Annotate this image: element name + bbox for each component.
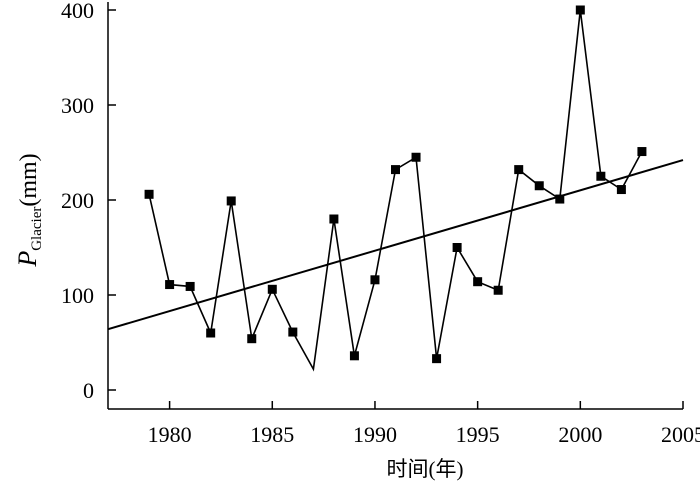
y-tick-label: 400: [61, 0, 94, 23]
data-point: [534, 181, 544, 191]
data-point: [411, 152, 421, 162]
y-tick-label: 100: [61, 283, 94, 308]
x-tick-label: 2005: [661, 422, 700, 447]
x-axis-label: 时间(年): [387, 457, 464, 481]
data-point: [144, 189, 154, 199]
data-point: [514, 165, 524, 175]
series-line: [148, 9, 643, 372]
trend-line: [107, 159, 684, 331]
data-point: [185, 281, 195, 291]
data-point: [226, 196, 236, 206]
axes: [107, 2, 684, 410]
trend-line-group: [107, 159, 684, 331]
data-point: [616, 185, 626, 195]
x-tick-label: 1985: [250, 422, 294, 447]
y-axis-label-main: P: [13, 251, 42, 268]
data-point: [452, 243, 462, 252]
data-point: [288, 327, 298, 337]
x-tick-label: 2000: [558, 422, 602, 447]
y-tick-label: 200: [61, 188, 94, 213]
data-point: [637, 147, 647, 157]
y-tick-label: 300: [61, 93, 94, 118]
y-axis-label-subscript: Glacier: [29, 207, 45, 251]
data-point: [370, 275, 380, 285]
y-axis-label: PGlacier(mm): [13, 153, 45, 267]
data-point: [206, 328, 216, 338]
data-point: [165, 280, 175, 290]
y-axis-label-unit: (mm): [16, 153, 42, 206]
data-point: [575, 5, 585, 15]
data-point: [391, 165, 400, 175]
data-point: [247, 334, 257, 344]
data-point: [329, 214, 339, 224]
x-tick-label: 1980: [148, 422, 192, 447]
series-group: [144, 5, 647, 372]
data-point: [349, 351, 359, 361]
data-point: [596, 171, 606, 181]
x-tick-label: 1995: [456, 422, 500, 447]
data-point: [493, 285, 503, 295]
data-point: [555, 194, 565, 204]
data-point: [473, 277, 483, 287]
data-point: [432, 354, 442, 364]
y-tick-label: 0: [83, 378, 94, 403]
data-point: [267, 284, 277, 294]
tick-labels: 1980 1985 1990 1995 2000 2005 0 100 200 300 400: [61, 0, 700, 447]
x-tick-label: 1990: [353, 422, 397, 447]
